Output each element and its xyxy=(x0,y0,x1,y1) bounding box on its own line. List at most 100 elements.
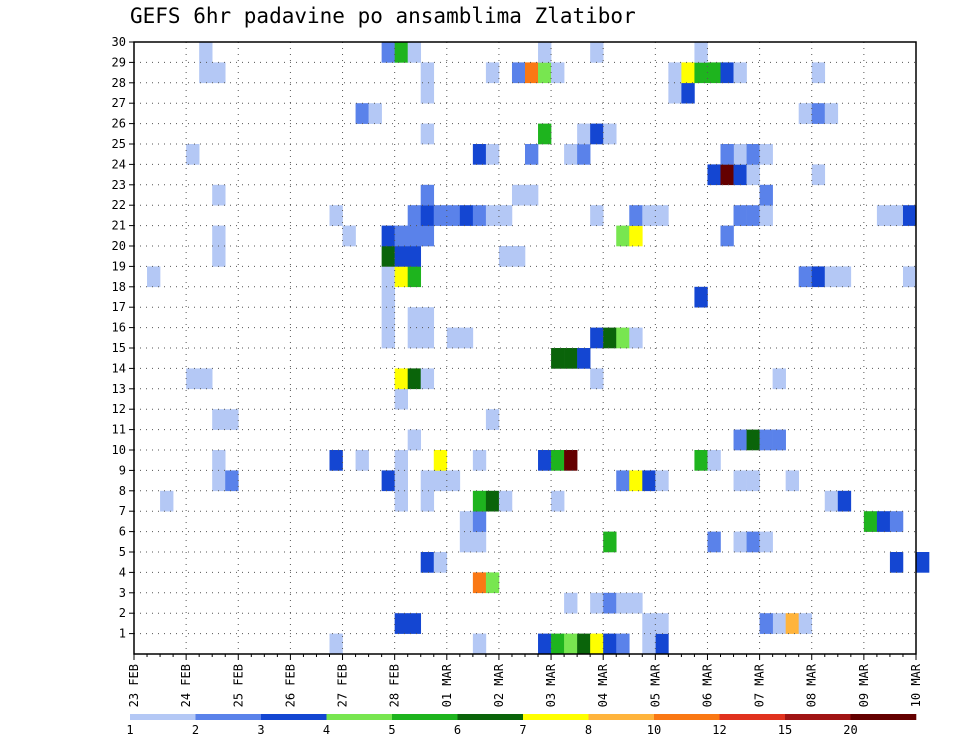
heatmap-cell xyxy=(551,348,565,369)
x-tick-label: 24 FEB xyxy=(179,664,193,707)
heatmap-cell xyxy=(525,144,539,165)
heatmap-cell xyxy=(824,103,839,124)
heatmap-cell xyxy=(212,450,226,471)
heatmap-cell xyxy=(199,42,213,63)
heatmap-cell xyxy=(498,205,513,226)
heatmap-cell xyxy=(733,144,747,165)
heatmap-cell xyxy=(212,184,226,206)
heatmap-cell xyxy=(668,82,682,104)
heatmap-cell xyxy=(876,511,891,532)
heatmap-cell xyxy=(577,123,591,145)
heatmap-cell xyxy=(811,103,826,124)
heatmap-cell xyxy=(746,144,760,165)
heatmap-cell xyxy=(407,307,422,328)
heatmap-cell xyxy=(511,184,526,206)
heatmap-cell xyxy=(394,368,408,390)
y-tick-label: 8 xyxy=(119,484,126,498)
heatmap-cell xyxy=(629,205,643,226)
heatmap-cell xyxy=(590,327,604,349)
chart-title: GEFS 6hr padavine po ansamblima Zlatibor xyxy=(130,4,636,28)
x-tick-label: 04 MAR xyxy=(596,663,610,707)
heatmap-cell xyxy=(889,552,904,573)
heatmap-cell xyxy=(394,470,408,492)
heatmap-cell xyxy=(394,613,408,634)
x-tick-label: 25 FEB xyxy=(231,664,245,707)
y-tick-label: 23 xyxy=(112,178,126,192)
y-tick-label: 19 xyxy=(112,259,126,273)
heatmap-cell xyxy=(694,286,708,308)
heatmap-cell xyxy=(355,450,369,471)
heatmap-cell xyxy=(212,246,226,267)
heatmap-cell xyxy=(837,266,852,288)
heatmap-cell xyxy=(759,531,773,553)
heatmap-cell xyxy=(772,613,786,634)
heatmap-cell xyxy=(863,511,878,532)
heatmap-cell xyxy=(199,368,213,390)
heatmap-cell xyxy=(525,62,539,84)
heatmap-cell xyxy=(707,164,721,186)
heatmap-cell xyxy=(590,633,604,655)
heatmap-cell xyxy=(577,144,591,165)
heatmap-cell xyxy=(433,450,448,471)
heatmap-cell xyxy=(420,490,435,512)
heatmap-cell xyxy=(420,307,435,328)
heatmap-cell xyxy=(186,144,200,165)
heatmap-cell xyxy=(407,327,422,349)
y-tick-label: 2 xyxy=(119,606,126,620)
heatmap-cell xyxy=(407,246,422,267)
heatmap-cell xyxy=(785,613,799,634)
heatmap-cell xyxy=(212,62,226,84)
heatmap-cell xyxy=(733,62,747,84)
heatmap-cell xyxy=(394,225,408,247)
heatmap-cell xyxy=(694,450,708,471)
heatmap-cell xyxy=(590,123,604,145)
colorbar-swatch xyxy=(326,714,393,720)
heatmap-cell xyxy=(681,82,695,104)
heatmap-cell xyxy=(472,205,487,226)
heatmap-cell xyxy=(746,470,760,492)
heatmap-cell xyxy=(420,123,435,145)
heatmap-cell xyxy=(603,592,617,614)
heatmap-cell xyxy=(655,613,669,634)
heatmap-cell xyxy=(733,205,747,226)
heatmap-cell xyxy=(407,42,422,63)
heatmap-cell xyxy=(811,164,826,186)
y-tick-label: 30 xyxy=(112,35,126,49)
heatmap-cell xyxy=(472,450,487,471)
y-tick-label: 7 xyxy=(119,504,126,518)
heatmap-cell xyxy=(681,62,695,84)
axes: 1234567891011121314151617181920212223242… xyxy=(112,35,923,707)
heatmap-cell xyxy=(811,62,826,84)
heatmap-cell xyxy=(707,62,721,84)
heatmap-cell xyxy=(381,225,395,247)
y-tick-label: 5 xyxy=(119,545,126,559)
colorbar-swatch xyxy=(130,714,196,720)
x-tick-label: 10 MAR xyxy=(909,663,923,707)
heatmap-cell xyxy=(629,470,643,492)
heatmap-cell xyxy=(472,572,487,594)
heatmap-cell xyxy=(329,205,343,226)
heatmap-cell xyxy=(564,592,578,614)
colorbar-label: 5 xyxy=(388,723,395,737)
heatmap-cell xyxy=(642,205,656,226)
y-tick-label: 13 xyxy=(112,382,126,396)
colorbar-swatch xyxy=(719,714,786,720)
heatmap-cell xyxy=(199,62,213,84)
heatmap-cell xyxy=(433,470,448,492)
y-tick-label: 25 xyxy=(112,137,126,151)
heatmap-cell xyxy=(485,62,500,84)
heatmap-cell xyxy=(472,531,487,553)
heatmap-cell xyxy=(498,490,513,512)
y-tick-label: 1 xyxy=(119,627,126,641)
heatmap-cell xyxy=(772,368,786,390)
colorbar-label: 4 xyxy=(323,723,330,737)
heatmap-cell xyxy=(394,388,408,410)
heatmap-cell xyxy=(551,490,565,512)
heatmap-cell xyxy=(759,205,773,226)
colorbar-label: 8 xyxy=(585,723,592,737)
heatmap-cell xyxy=(472,511,487,532)
heatmap-cell xyxy=(381,327,395,349)
x-tick-label: 08 MAR xyxy=(805,663,819,707)
y-tick-label: 17 xyxy=(112,300,126,314)
colorbar-label: 3 xyxy=(257,723,264,737)
